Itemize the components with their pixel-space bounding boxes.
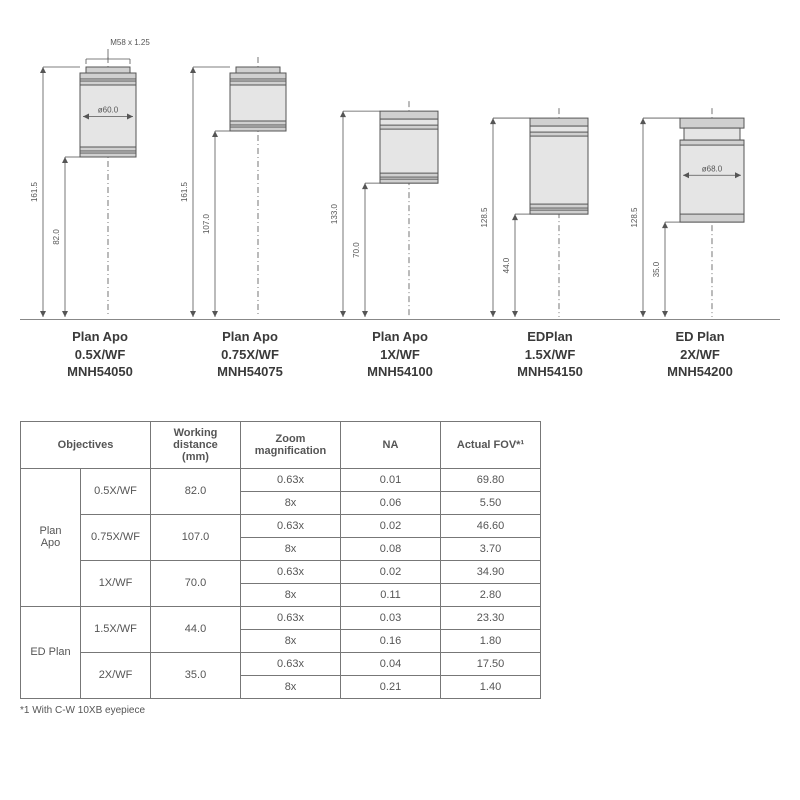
objective-diagrams: M58 x 1.25 ø60.0 161.5 82.0 161.5 107.0 133.0 7… [20, 20, 780, 320]
table-row: 2X/WF35.00.63x0.0417.50 [21, 652, 541, 675]
svg-text:161.5: 161.5 [30, 181, 39, 202]
svg-text:ø68.0: ø68.0 [702, 164, 723, 173]
objective-label: ED Plan2X/WFMNH54200 [625, 328, 775, 381]
objective-diagram: 161.5 107.0 [175, 29, 325, 319]
table-row: ED Plan1.5X/WF44.00.63x0.0323.30 [21, 606, 541, 629]
objective-label: Plan Apo0.75X/WFMNH54075 [175, 328, 325, 381]
svg-text:107.0: 107.0 [202, 213, 211, 234]
th-objectives: Objectives [21, 421, 151, 468]
svg-text:35.0: 35.0 [652, 261, 661, 277]
th-fov: Actual FOV*¹ [441, 421, 541, 468]
th-zoom: Zoom magnification [241, 421, 341, 468]
spec-table: ObjectivesWorking distance (mm)Zoom magn… [20, 421, 541, 699]
table-footnote: *1 With C-W 10XB eyepiece [20, 705, 780, 716]
objective-label: Plan Apo0.5X/WFMNH54050 [25, 328, 175, 381]
objective-labels-row: Plan Apo0.5X/WFMNH54050Plan Apo0.75X/WFM… [20, 328, 780, 381]
th-wd: Working distance (mm) [151, 421, 241, 468]
objective-diagram: 133.0 70.0 [325, 29, 475, 319]
th-na: NA [341, 421, 441, 468]
objective-diagram: ø68.0 128.5 35.0 [625, 29, 775, 319]
objective-label: Plan Apo1X/WFMNH54100 [325, 328, 475, 381]
svg-text:M58 x 1.25: M58 x 1.25 [110, 38, 150, 47]
objective-diagram: 128.5 44.0 [475, 29, 625, 319]
table-row: 0.75X/WF107.00.63x0.0246.60 [21, 514, 541, 537]
svg-text:82.0: 82.0 [52, 229, 61, 245]
svg-text:44.0: 44.0 [502, 257, 511, 273]
svg-text:70.0: 70.0 [352, 242, 361, 258]
table-row: Plan Apo0.5X/WF82.00.63x0.0169.80 [21, 468, 541, 491]
svg-text:133.0: 133.0 [330, 204, 339, 225]
svg-text:128.5: 128.5 [630, 207, 639, 228]
objective-label: EDPlan1.5X/WFMNH54150 [475, 328, 625, 381]
svg-text:ø60.0: ø60.0 [98, 106, 119, 115]
table-row: 1X/WF70.00.63x0.0234.90 [21, 560, 541, 583]
svg-text:128.5: 128.5 [480, 207, 489, 228]
objective-diagram: M58 x 1.25 ø60.0 161.5 82.0 [25, 29, 175, 319]
svg-text:161.5: 161.5 [180, 181, 189, 202]
